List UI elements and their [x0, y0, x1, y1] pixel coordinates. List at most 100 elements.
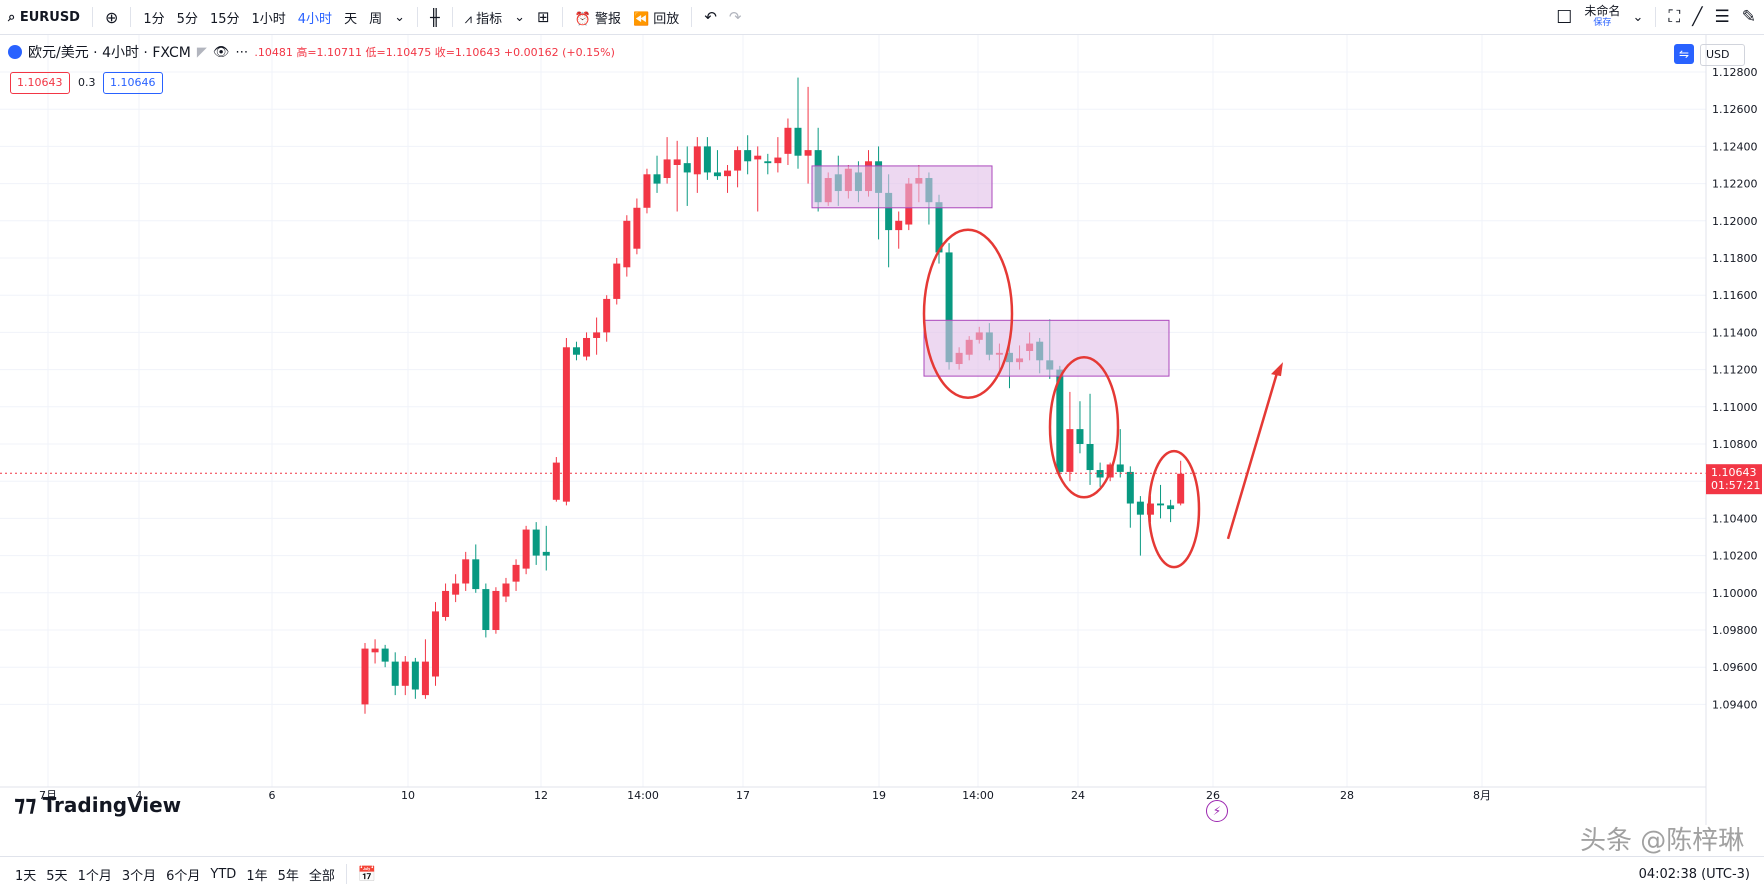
candle-body [593, 332, 601, 338]
candle-body [683, 163, 691, 173]
currency-select[interactable]: USD [1700, 44, 1745, 66]
candle-body [603, 298, 611, 333]
eye-icon[interactable]: 👁 [212, 44, 230, 60]
candle-body [431, 611, 439, 677]
range-1y[interactable]: 1年 [246, 868, 268, 884]
alert-button[interactable]: ⏰ 警报 [569, 8, 627, 27]
time-tick-label: 14:00 [962, 789, 994, 802]
divider [691, 7, 693, 27]
candle-body [1146, 503, 1154, 515]
candle-body [1076, 429, 1084, 444]
candle-body [411, 661, 419, 690]
candle-body [663, 159, 671, 179]
chart-legend: 欧元/美元 · 4小时 · FXCM ◤ 👁 ⋯ .10481 高=1.1071… [8, 42, 615, 62]
auto-scale-button[interactable]: ⇋ [1674, 44, 1694, 64]
tradingview-logo[interactable]: ⁊⁊ TradingView [14, 792, 181, 817]
candle-body [512, 564, 520, 582]
undo-icon[interactable]: ↶ [704, 8, 717, 26]
price-tick-label: 1.12600 [1712, 103, 1758, 116]
chevron-down-icon[interactable]: ⌄ [394, 9, 405, 25]
time-tick-label: 26 [1206, 789, 1220, 802]
indicators-label: 指标 [476, 11, 503, 27]
range-5y[interactable]: 5年 [277, 868, 299, 884]
candle-body [482, 589, 490, 630]
indicators-button[interactable]: ⩘ 指标 [459, 8, 509, 27]
layout-square-icon[interactable]: ☐ [1556, 6, 1573, 28]
candle-body [724, 170, 732, 177]
price-tick-label: 1.12200 [1712, 178, 1758, 191]
fib-icon[interactable]: ☰ [1714, 7, 1730, 27]
candle-type-icon[interactable]: ╫ [430, 7, 440, 27]
candle-body [583, 337, 591, 357]
price-tick-label: 1.12000 [1712, 215, 1758, 228]
pencil-icon[interactable]: ✎ [1741, 7, 1756, 27]
redo-icon[interactable]: ↷ [728, 8, 742, 26]
price-tick-label: 1.09600 [1712, 661, 1758, 674]
chevron-down-icon[interactable]: ⌄ [514, 9, 526, 25]
candle-body [421, 661, 429, 696]
candle-body [452, 583, 460, 595]
candle-body [804, 150, 812, 156]
price-tick-label: 1.12400 [1712, 140, 1758, 153]
ask-price[interactable]: 1.10646 [103, 72, 163, 94]
candle-body [1066, 429, 1074, 472]
compare-add-icon[interactable]: ⊕ [104, 7, 119, 27]
range-5d[interactable]: 5天 [46, 868, 68, 884]
range-1d[interactable]: 1天 [15, 868, 37, 884]
layout-grid-icon[interactable]: ⊞ [537, 8, 550, 26]
candle-body [713, 172, 721, 177]
candle-body [552, 462, 560, 500]
price-tick-label: 1.11800 [1712, 252, 1758, 265]
bid-price[interactable]: 1.10643 [10, 72, 70, 94]
candle-body [623, 220, 631, 268]
candle-body [774, 157, 782, 164]
interval-1d[interactable]: 天 [344, 11, 358, 27]
interval-4h[interactable]: 4小时 [297, 11, 333, 27]
interval-1h[interactable]: 1小时 [251, 11, 286, 27]
divider [417, 7, 418, 27]
clock-timezone[interactable]: 04:02:38 (UTC-3) [1638, 866, 1750, 882]
candle-body [734, 150, 742, 171]
lightning-icon[interactable]: ⚡ [1206, 800, 1228, 822]
range-all[interactable]: 全部 [308, 868, 335, 884]
alert-label: 警报 [594, 11, 621, 27]
top-toolbar: ⌕ EURUSD ⊕ 1分 5分 15分 1小时 4小时 天 周 ⌄ ╫ ⩘ 指… [0, 0, 1764, 35]
price-tick-label: 1.10400 [1712, 512, 1758, 525]
price-tick-label: 1.10000 [1712, 587, 1758, 600]
trendline-icon[interactable]: ╱ [1692, 7, 1703, 27]
legend-title[interactable]: 欧元/美元 · 4小时 · FXCM [28, 45, 191, 61]
more-icon[interactable]: ⋯ [235, 44, 249, 60]
interval-15m[interactable]: 15分 [209, 11, 240, 27]
range-1m[interactable]: 1个月 [77, 868, 112, 884]
date-range-icon[interactable]: 📅 [357, 865, 377, 883]
fullscreen-icon[interactable]: ⛶ [1668, 7, 1681, 27]
range-3m[interactable]: 3个月 [121, 868, 157, 884]
price-tick-label: 1.12800 [1712, 66, 1758, 79]
time-tick-label: 14:00 [627, 789, 659, 802]
price-chart[interactable]: 1.12800 1.12600 1.12400 1.12200 1.12000 1.118… [0, 35, 1764, 825]
range-ytd[interactable]: YTD [210, 866, 237, 882]
chart-area[interactable]: 1.12800 1.12600 1.12400 1.12200 1.12000 1.118… [0, 35, 1764, 825]
candle-body [391, 661, 399, 686]
countdown-label: 01:57:21 [1711, 479, 1760, 492]
interval-1w[interactable]: 周 [369, 11, 383, 27]
flag-icon[interactable]: ◤ [196, 44, 207, 60]
chevron-down-icon[interactable]: ⌄ [1632, 9, 1644, 25]
interval-1m[interactable]: 1分 [143, 11, 165, 27]
price-tick-label: 1.09800 [1712, 624, 1758, 637]
price-tick-label: 1.10200 [1712, 550, 1758, 563]
layout-name-button[interactable]: 未命名 保存 [1578, 5, 1626, 29]
symbol-logo-icon [8, 45, 22, 59]
interval-5m[interactable]: 5分 [176, 11, 198, 27]
watermark: 头条 @陈梓琳 [1580, 826, 1745, 856]
annotation-arrow-head [1271, 362, 1283, 377]
symbol-search[interactable]: ⌕ EURUSD [0, 10, 86, 25]
replay-button[interactable]: ⏪ 回放 [627, 8, 685, 27]
candle-body [673, 159, 681, 165]
tv-logo-text: TradingView [42, 792, 182, 817]
range-6m[interactable]: 6个月 [166, 868, 201, 884]
candle-body [703, 146, 711, 173]
candle-body [542, 551, 550, 556]
candle-body [653, 174, 661, 184]
candle-body [381, 648, 389, 662]
